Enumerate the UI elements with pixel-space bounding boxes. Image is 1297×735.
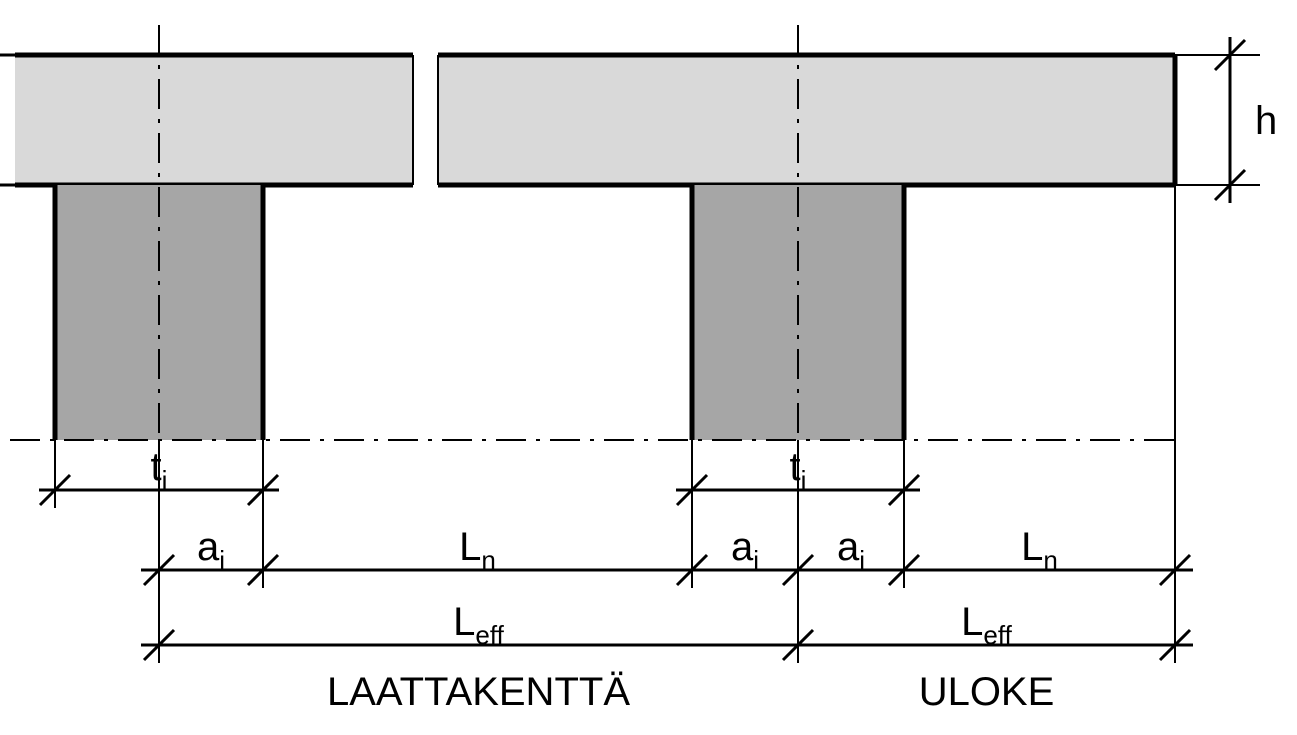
svg-text:ti: ti [790,445,807,495]
svg-text:ai: ai [731,525,759,575]
svg-text:Leff: Leff [453,600,504,650]
svg-text:ti: ti [151,445,168,495]
svg-text:Leff: Leff [961,600,1012,650]
svg-text:ai: ai [197,525,225,575]
svg-text:ULOKE: ULOKE [919,670,1055,714]
svg-text:LAATTAKENTTÄ: LAATTAKENTTÄ [327,670,630,714]
svg-text:h: h [1255,99,1277,143]
svg-text:ai: ai [837,525,865,575]
svg-text:Ln: Ln [1021,525,1058,575]
svg-text:Ln: Ln [459,525,496,575]
